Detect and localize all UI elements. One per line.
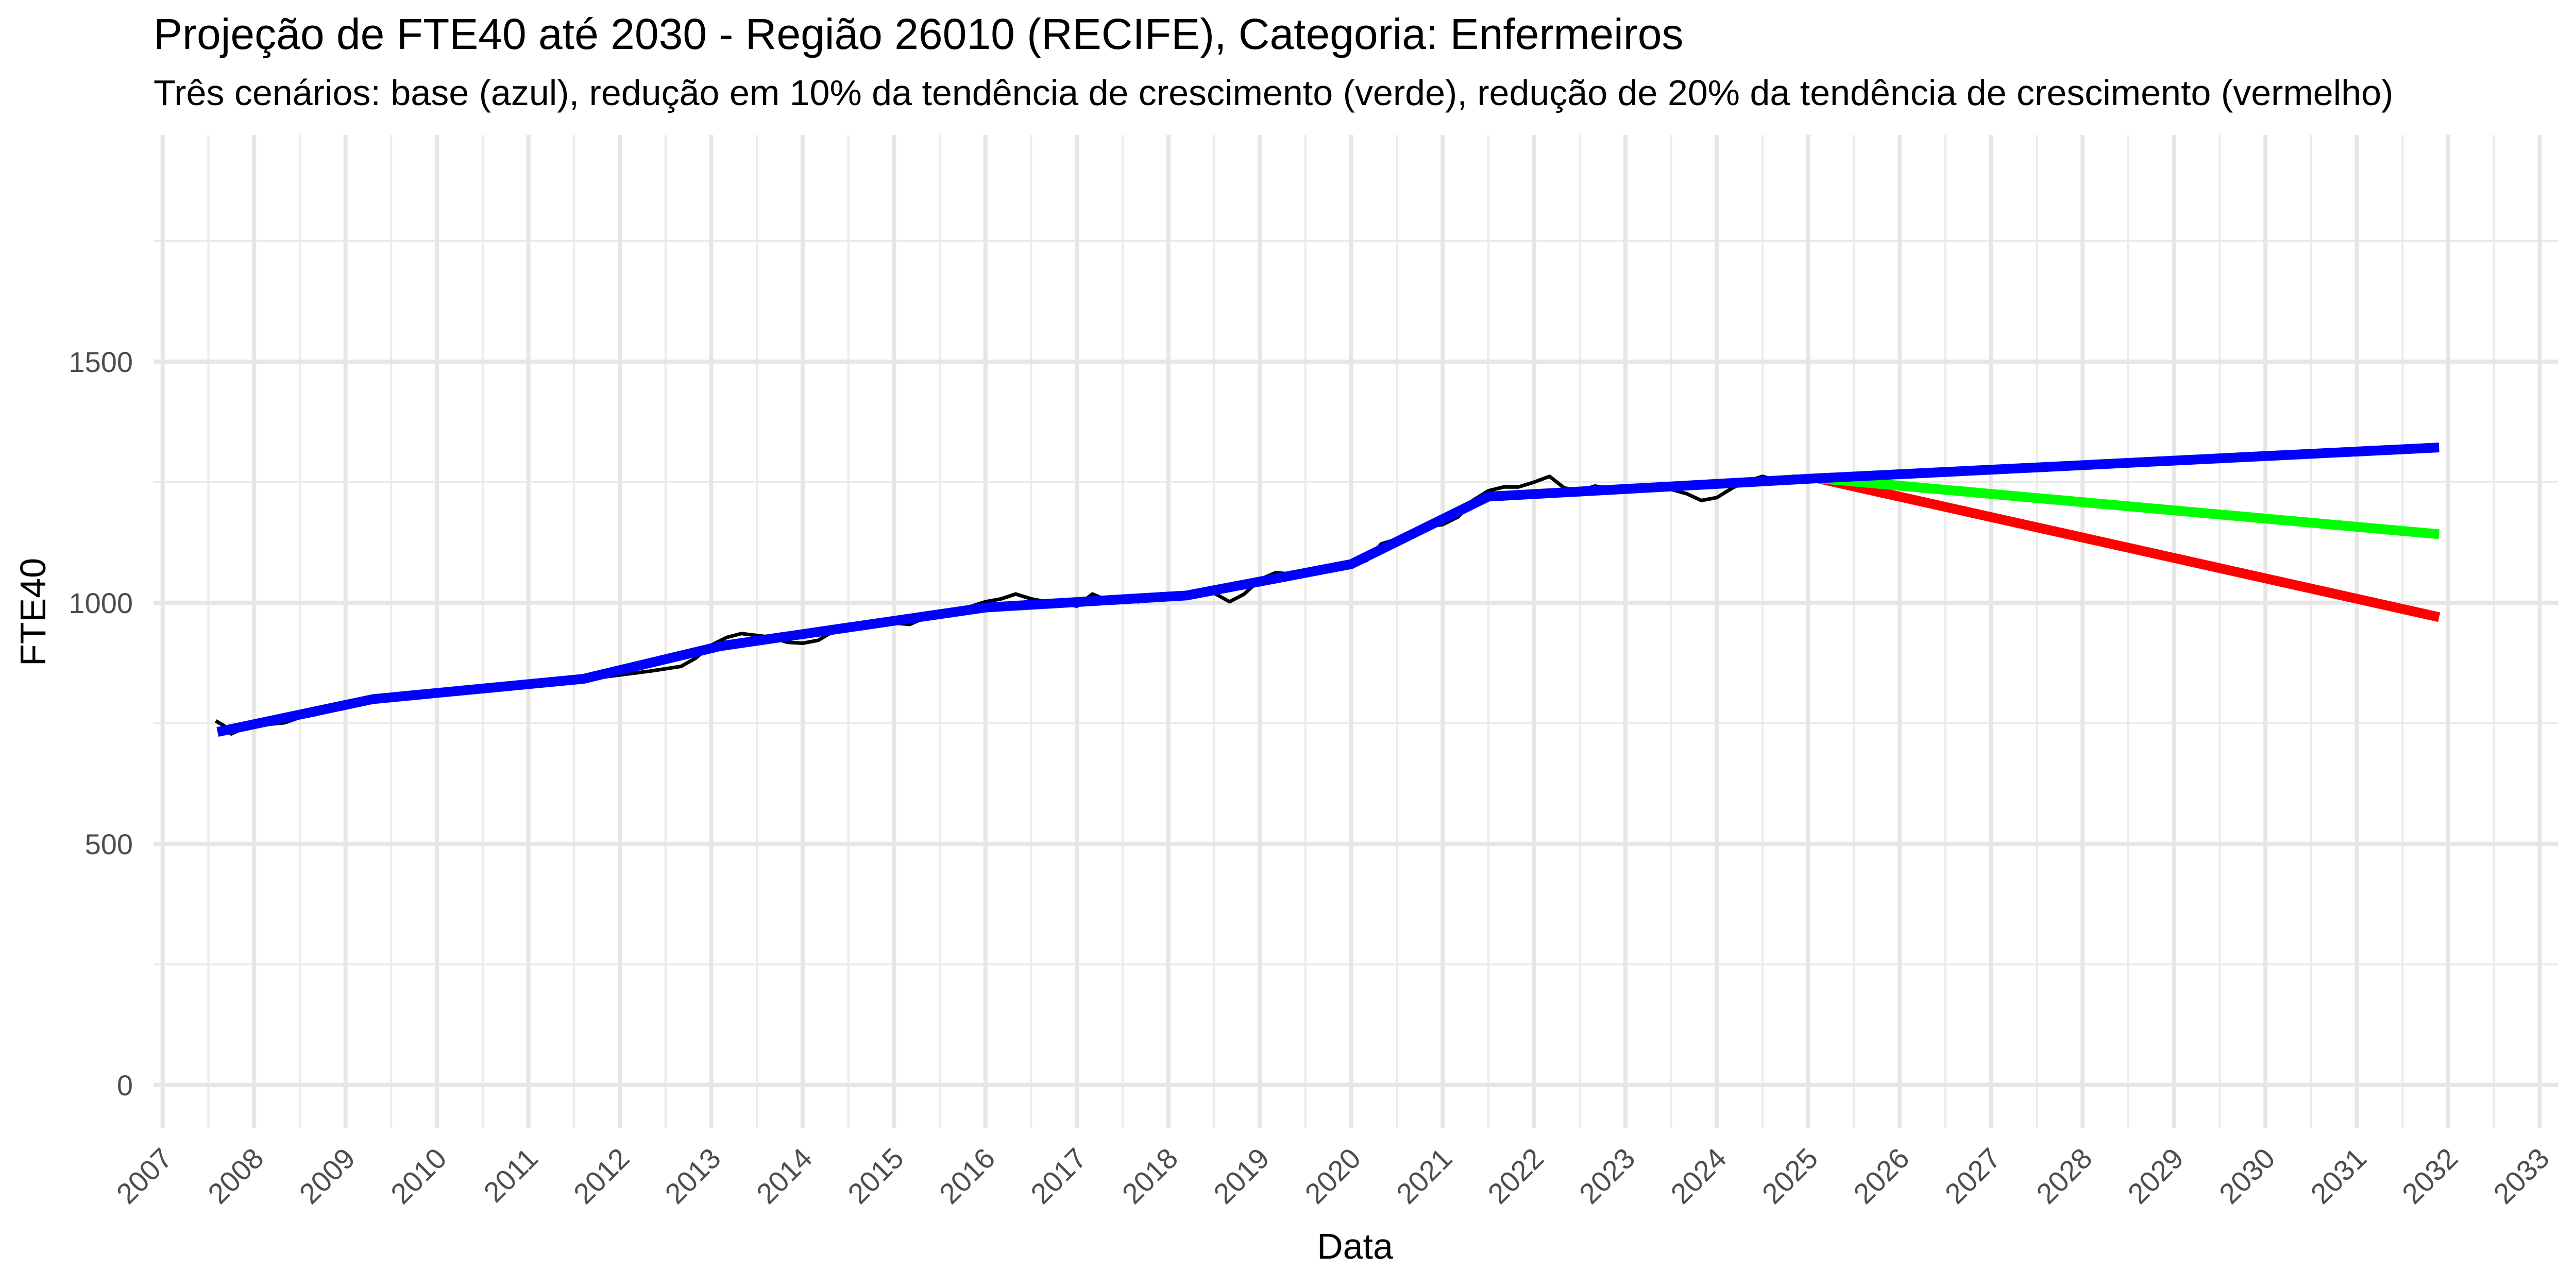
x-tick-label: 2016 xyxy=(933,1142,1002,1210)
series-line-2 xyxy=(1817,473,2440,539)
x-tick-label: 2012 xyxy=(567,1142,636,1210)
x-tick-label: 2007 xyxy=(110,1142,179,1210)
x-tick-label: 2023 xyxy=(1573,1142,1641,1210)
x-tick-label: 2010 xyxy=(384,1142,453,1210)
x-tick-label: 2021 xyxy=(1390,1142,1459,1210)
x-tick-label: 2026 xyxy=(1847,1142,1916,1210)
y-tick-label: 1500 xyxy=(69,346,133,378)
major-gridlines xyxy=(154,135,2558,1128)
y-tick-label: 0 xyxy=(117,1069,133,1101)
x-tick-label: 2033 xyxy=(2487,1142,2555,1210)
x-tick-label: 2022 xyxy=(1481,1142,1550,1210)
x-tick-label: 2014 xyxy=(750,1142,819,1210)
minor-gridlines xyxy=(154,135,2558,1128)
y-axis-tick-labels: 0 500 1000 1500 xyxy=(69,346,133,1101)
x-tick-label: 2018 xyxy=(1116,1142,1184,1210)
x-axis-tick-labels: 2007 2008 2009 2010 2011 2012 2013 2014 2015 2016… xyxy=(110,1142,2555,1210)
y-tick-label: 500 xyxy=(85,828,133,860)
chart-title: Projeção de FTE40 até 2030 - Região 2601… xyxy=(154,10,1684,58)
x-tick-label: 2027 xyxy=(1939,1142,2007,1210)
y-tick-label: 1000 xyxy=(69,587,133,619)
x-tick-label: 2020 xyxy=(1298,1142,1367,1210)
x-tick-label: 2028 xyxy=(2030,1142,2098,1210)
x-tick-label: 2011 xyxy=(477,1142,544,1209)
x-tick-label: 2013 xyxy=(658,1142,727,1210)
y-axis-title: FTE40 xyxy=(13,558,53,666)
x-tick-label: 2008 xyxy=(201,1142,270,1210)
x-tick-label: 2017 xyxy=(1024,1142,1093,1210)
x-tick-label: 2024 xyxy=(1664,1142,1733,1210)
x-tick-label: 2030 xyxy=(2213,1142,2281,1210)
chart-subtitle: Três cenários: base (azul), redução em 1… xyxy=(154,73,2394,113)
series-line-3 xyxy=(216,443,2439,737)
x-tick-label: 2029 xyxy=(2122,1142,2190,1210)
series-line-1 xyxy=(1816,473,2441,622)
series-lines xyxy=(214,443,2441,737)
x-tick-label: 2031 xyxy=(2304,1142,2372,1210)
x-axis-title: Data xyxy=(1317,1226,1393,1266)
x-tick-label: 2019 xyxy=(1207,1142,1276,1210)
x-tick-label: 2032 xyxy=(2396,1142,2464,1210)
x-tick-label: 2015 xyxy=(841,1142,910,1210)
x-tick-label: 2009 xyxy=(293,1142,361,1210)
x-tick-label: 2025 xyxy=(1756,1142,1824,1210)
